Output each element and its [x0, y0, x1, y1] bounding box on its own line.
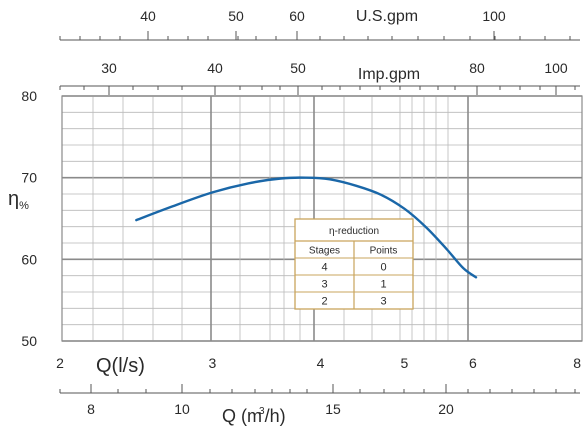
impgpm-tick-label: 30	[101, 60, 117, 76]
efficiency-curve	[135, 176, 478, 279]
x-axis-label: Q(l/s)	[96, 355, 145, 377]
impgpm-tick-label: 50	[290, 60, 306, 76]
x-tick-label: 8	[573, 355, 581, 371]
x-tick-label: 4	[317, 355, 325, 371]
table-title: η-reduction	[329, 226, 379, 237]
usgpm-tick-label: 100	[482, 8, 506, 24]
eta-reduction-table: η-reduction Stages Points 4 0 3 1 2 3	[294, 218, 414, 310]
table-cell: 3	[380, 296, 386, 308]
x-tick-label: 6	[469, 355, 477, 371]
y-tick-label: 80	[21, 88, 37, 104]
bottom-axis: 8 10 15 20 Q (m3/h)	[59, 384, 580, 426]
grid	[62, 95, 582, 342]
plot-area	[61, 95, 583, 342]
x-tick-label: 5	[400, 355, 408, 371]
impgpm-tick-label: 40	[207, 60, 223, 76]
impgpm-tick-label: 100	[544, 60, 568, 76]
impgpm-tick-label: 80	[469, 60, 485, 76]
m3h-tick-label: 10	[174, 401, 190, 417]
y-axis-label: η%	[8, 188, 29, 212]
x-tick-label: 3	[208, 355, 216, 371]
y-tick-label: 70	[21, 170, 37, 186]
y-tick-label: 50	[21, 333, 37, 349]
m3h-tick-label: 15	[325, 401, 341, 417]
top-axes: 40 50 60 100 U.S.gpm 30 40 50 80 100 Imp.gpm	[59, 8, 580, 95]
usgpm-axis-label: U.S.gpm	[356, 8, 418, 25]
m3h-tick-label: 20	[438, 401, 454, 417]
table-cell: 3	[321, 279, 327, 291]
x-axis: 2 3 4 5 6 8 Q(l/s)	[56, 355, 581, 377]
y-axis: 50 60 70 80 η%	[8, 88, 37, 349]
usgpm-tick-label: 50	[228, 8, 244, 24]
table-cell: 1	[380, 279, 386, 291]
m3h-tick-label: 8	[87, 401, 95, 417]
usgpm-tick-label: 40	[140, 8, 156, 24]
table-cell: 4	[321, 262, 327, 274]
table-header-cell: Stages	[309, 246, 340, 257]
usgpm-tick-label: 60	[289, 8, 305, 24]
table-cell: 0	[380, 262, 386, 274]
x-tick-label: 2	[56, 355, 64, 371]
table-cell: 2	[321, 296, 327, 308]
m3h-axis-label: Q (m3/h)	[222, 406, 286, 426]
plot-frame	[61, 95, 583, 342]
table-header-cell: Points	[370, 246, 398, 257]
impgpm-axis-label: Imp.gpm	[358, 66, 420, 83]
y-tick-label: 60	[21, 251, 37, 267]
